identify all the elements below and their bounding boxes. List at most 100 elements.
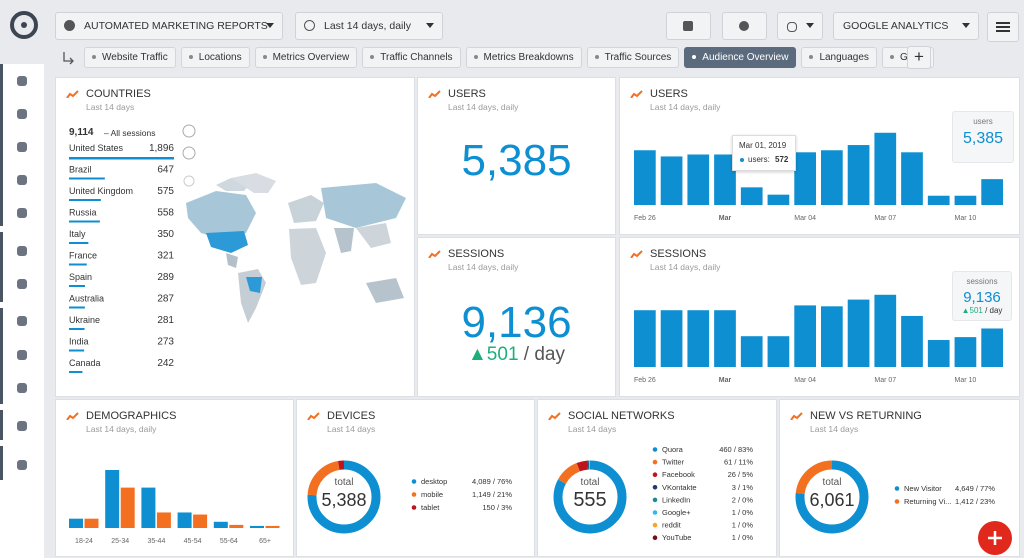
- summary-value: 9,136: [963, 289, 1001, 306]
- theme-button[interactable]: [722, 12, 767, 40]
- bar: [177, 512, 192, 528]
- x-tick-label: Mar 10: [955, 377, 977, 384]
- nav-icon[interactable]: [17, 246, 27, 256]
- nav-icon[interactable]: [17, 208, 27, 218]
- legend-value: 460 / 83%: [719, 445, 753, 454]
- tab[interactable]: Website Traffic: [84, 47, 176, 68]
- legend-label: LinkedIn: [662, 495, 690, 504]
- tab[interactable]: Metrics Overview: [254, 47, 358, 68]
- country-list: United States 1,896 Brazil 647 United Kingdo…: [69, 143, 174, 373]
- bar: [981, 328, 1003, 367]
- report-select[interactable]: AUTOMATED MARKETING REPORTS: [55, 12, 283, 40]
- card-subtitle: Last 14 days, daily: [448, 262, 519, 272]
- nav-group: [0, 308, 3, 404]
- donut-segment: [795, 460, 869, 534]
- nav-icon[interactable]: [17, 76, 27, 86]
- nav-icon[interactable]: [17, 383, 27, 393]
- bar-chart: Feb 26 Mar Mar 04 Mar 07 Mar 10: [634, 294, 1003, 384]
- legend-label: Google+: [662, 508, 691, 517]
- bar: [714, 154, 736, 205]
- date-select[interactable]: Last 14 days, daily: [295, 12, 443, 40]
- zoom-controls[interactable]: [181, 123, 197, 243]
- x-tick-label: 35-44: [147, 538, 165, 545]
- country-value: 273: [157, 337, 174, 348]
- legend-label: New Visitor: [904, 484, 942, 493]
- tab[interactable]: Audience Overview: [684, 47, 797, 68]
- nav-icon[interactable]: [17, 109, 27, 119]
- icon-line: [307, 412, 320, 420]
- bar: [821, 306, 843, 367]
- menu-button[interactable]: [987, 12, 1019, 42]
- source-select[interactable]: GOOGLE ANALYTICS: [833, 12, 979, 40]
- country-bar: [69, 371, 83, 373]
- total-label: – All sessions: [104, 128, 156, 138]
- tooltip-value: 572: [775, 155, 789, 164]
- bar: [847, 299, 870, 367]
- card-title: USERS: [650, 88, 688, 100]
- tab[interactable]: Languages: [801, 47, 877, 68]
- country-bar: [69, 220, 100, 223]
- card-title: SESSIONS: [650, 248, 707, 260]
- summary-box: sessions 9,136 ▲501 / day: [952, 271, 1012, 321]
- card-title: DEMOGRAPHICS: [86, 410, 177, 422]
- kpi-change-row: ▲501 / day: [418, 344, 615, 366]
- bar-chart: 18-24 25-34 35-44 45-54 55-64 65+: [69, 470, 280, 545]
- bar: [821, 150, 843, 205]
- country-bar: [69, 328, 85, 330]
- legend-value: 2 / 0%: [732, 495, 754, 504]
- date-range: Last 14 days, daily: [324, 20, 411, 32]
- country-name: France: [69, 251, 97, 261]
- country-name: Russia: [69, 208, 97, 218]
- legend-value: 1,412 / 23%: [955, 497, 995, 506]
- bar: [901, 315, 923, 367]
- nav-icon[interactable]: [17, 175, 27, 185]
- country-bar: [69, 349, 85, 352]
- card-title: NEW VS RETURNING: [810, 410, 922, 422]
- tab[interactable]: Locations: [180, 47, 250, 68]
- legend-value: 1 / 0%: [732, 508, 754, 517]
- social-card: SOCIAL NETWORKS Last 14 days total 555 Quora…: [537, 399, 777, 557]
- nav-group: [0, 446, 3, 480]
- devices-card: DEVICES Last 14 days total 5,388 desktop 4,08…: [296, 399, 535, 557]
- donut-chart: total 5,388 desktop 4,089 / 76% mobile 1,149 …: [307, 460, 512, 534]
- country-bar: [69, 157, 174, 160]
- bar: [954, 337, 977, 367]
- share-button[interactable]: [777, 12, 823, 40]
- icon: [739, 21, 749, 31]
- icon: [996, 22, 1010, 24]
- nav-group: [0, 410, 3, 440]
- nav-icon[interactable]: [17, 350, 27, 360]
- x-tick-label: Mar 07: [874, 377, 896, 384]
- legend-swatch: [652, 522, 658, 528]
- kpi-change: ▲501: [468, 344, 519, 365]
- nav-icon[interactable]: [17, 460, 27, 470]
- add-tab[interactable]: +: [907, 46, 931, 69]
- users-chart-card: USERS Last 14 days, daily Feb 26 Mar Mar 0…: [619, 77, 1020, 235]
- icon-line: [790, 412, 803, 420]
- nav-icon[interactable]: [17, 279, 27, 289]
- bar: [213, 521, 228, 528]
- demographics-card: DEMOGRAPHICS Last 14 days, daily 18-24 25…: [55, 399, 294, 557]
- plug-button[interactable]: [666, 12, 711, 40]
- bar: [141, 487, 156, 528]
- nav-icon[interactable]: [17, 142, 27, 152]
- tab[interactable]: Traffic Sources: [586, 47, 680, 68]
- nav-icon[interactable]: [17, 316, 27, 326]
- add-button[interactable]: [977, 520, 1013, 556]
- nav-icon[interactable]: [17, 421, 27, 431]
- country-name: United States: [69, 143, 124, 153]
- bar: [714, 310, 736, 367]
- tab[interactable]: Metrics Breakdowns: [465, 47, 582, 68]
- x-tick-label: 65+: [259, 538, 271, 545]
- tab[interactable]: Traffic Channels: [362, 47, 461, 68]
- country-value: 281: [157, 315, 174, 326]
- bar: [120, 487, 135, 528]
- legend-value: 1,149 / 21%: [472, 490, 512, 499]
- country-name: Italy: [69, 229, 86, 239]
- logo[interactable]: [8, 9, 40, 41]
- world-map: [186, 173, 406, 323]
- country-name: Ukraine: [69, 315, 100, 325]
- bar: [193, 514, 208, 528]
- country-bar: [69, 285, 86, 287]
- tooltip-date: Mar 01, 2019: [739, 141, 787, 150]
